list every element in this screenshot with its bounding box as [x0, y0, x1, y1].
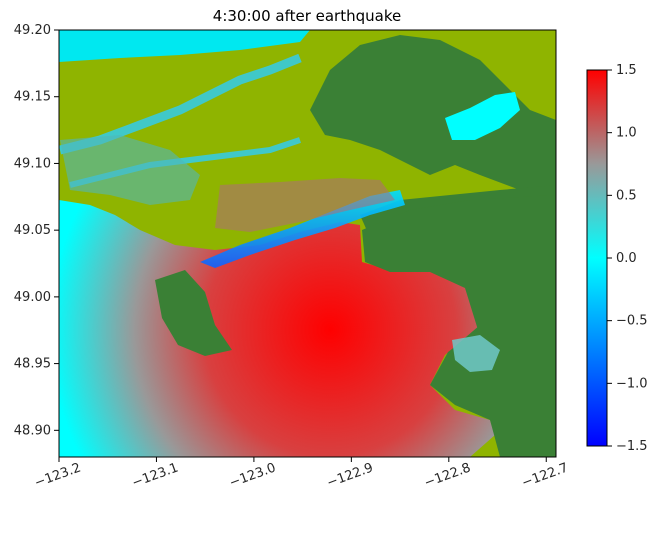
coastal-mottle-band-west [60, 135, 200, 205]
y-tick-label: 49.10 [14, 156, 51, 171]
y-axis: 49.20 49.15 49.10 49.05 49.00 48.95 48.90 [14, 23, 59, 438]
colorbar-tick-label: −1.5 [616, 439, 648, 454]
y-tick-label: 49.00 [14, 290, 51, 305]
drawdown-channel [200, 190, 405, 268]
colorbar-tick-label: −0.5 [616, 314, 648, 329]
y-tick-label: 49.15 [14, 90, 51, 105]
upland-terrain-northeast [310, 35, 556, 190]
x-axis: −123.2 −123.1 −123.0 −122.9 −122.8 −122.7 [33, 457, 570, 491]
colorbar-tick-label: 1.5 [616, 63, 637, 78]
open-water-region [59, 200, 495, 457]
colorbar-gradient [586, 69, 608, 447]
y-tick-label: 48.90 [14, 423, 51, 438]
east-shore-land [362, 195, 556, 457]
colorbar [586, 69, 608, 447]
y-tick-label: 48.95 [14, 357, 51, 372]
x-tick-label: −122.7 [520, 460, 570, 491]
plot-area-frame [58, 29, 557, 458]
y-tick-label: 49.20 [14, 23, 51, 38]
x-tick-label: −122.8 [422, 460, 472, 491]
x-tick-label: −123.0 [228, 460, 278, 491]
colorbar-tick-label: 0.0 [616, 251, 637, 266]
heatmap-image [59, 30, 556, 457]
x-tick-label: −123.2 [33, 460, 83, 491]
colorbar-tick-label: 1.0 [616, 126, 637, 141]
point-roberts-peninsula [155, 270, 232, 356]
y-tick-label: 49.05 [14, 223, 51, 238]
x-tick-label: −123.1 [130, 460, 180, 491]
x-tick-label: −122.9 [325, 460, 375, 491]
colorbar-tick-label: −1.0 [616, 376, 648, 391]
chart-title: 4:30:00 after earthquake [213, 7, 401, 25]
colorbar-ticks: 1.5 1.0 0.5 0.0 −0.5 −1.0 −1.5 [607, 63, 648, 454]
inland-lake [445, 92, 520, 140]
southeast-cyan-patch [452, 335, 500, 372]
colorbar-tick-label: 0.5 [616, 188, 637, 203]
north-water-strip [59, 30, 310, 62]
coastal-mottle-band [215, 178, 395, 232]
